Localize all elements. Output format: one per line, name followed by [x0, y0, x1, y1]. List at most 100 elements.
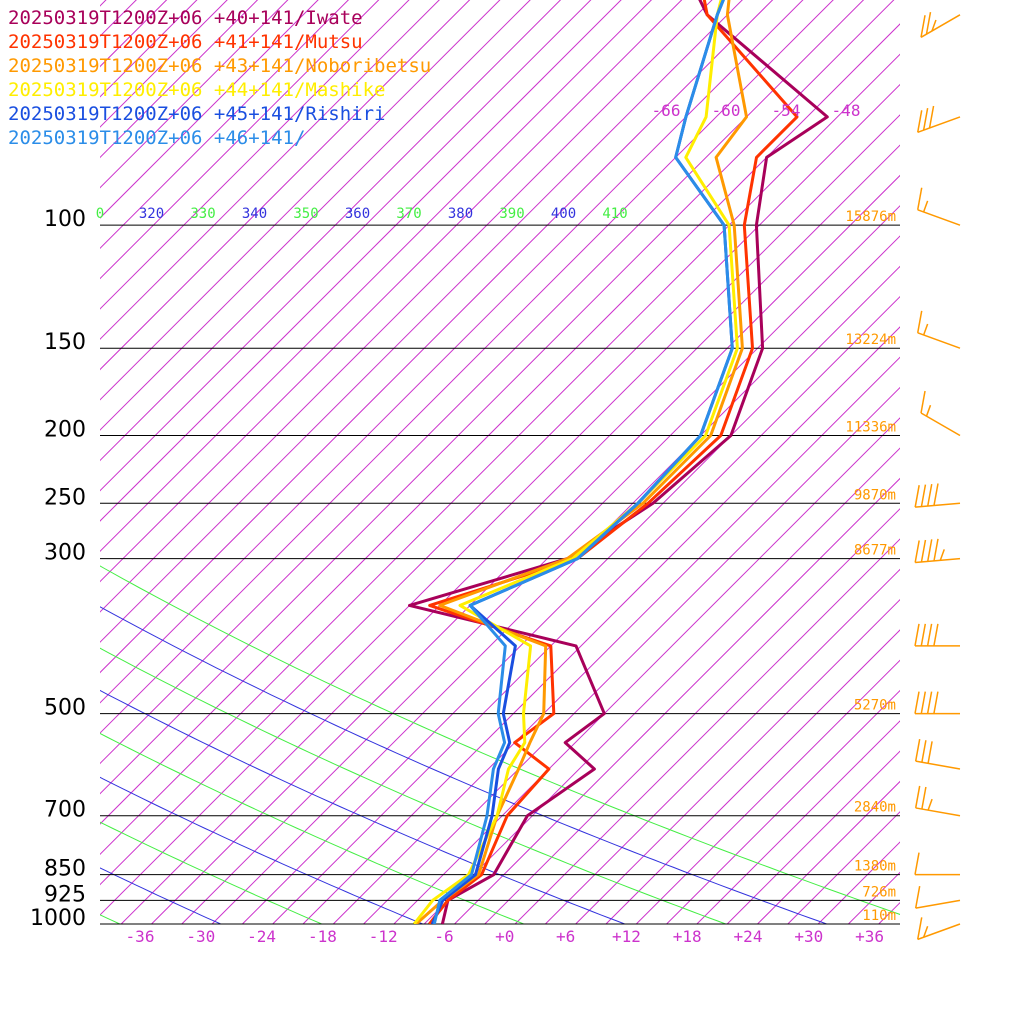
wind-barb	[914, 483, 961, 508]
legend-entry: 20250319T1200Z+06 +43+141/Noboribetsu	[8, 55, 431, 77]
isotherm-line	[666, 689, 900, 924]
isotherm-line	[100, 0, 501, 401]
pressure-label: 100	[44, 207, 86, 232]
isotherm-line	[454, 477, 900, 924]
wind-barb	[914, 852, 960, 876]
isotherm-line	[100, 0, 350, 250]
isotherm-line	[100, 0, 228, 128]
height-label: 5270m	[854, 698, 896, 714]
pressure-label: 700	[44, 798, 86, 823]
pressure-label: 500	[44, 696, 86, 721]
upper-temperature-label: -48	[832, 101, 861, 120]
height-label: 15876m	[845, 209, 896, 225]
pressure-label: 250	[44, 485, 86, 510]
isotherm-line	[100, 0, 804, 704]
wind-barb	[914, 538, 961, 564]
theta-label: 360	[345, 206, 370, 222]
isotherm-line	[878, 901, 900, 924]
isotherm-line	[817, 841, 900, 924]
temperature-tick: +12	[612, 927, 641, 946]
isotherm-line	[100, 0, 410, 310]
isotherm-line	[332, 356, 900, 924]
isotherm-line	[635, 659, 900, 924]
legend: 20250319T1200Z+06 +40+141/Iwate 20250319T…	[8, 7, 431, 149]
temperature-tick: -36	[126, 927, 155, 946]
isotherm-line	[423, 447, 900, 924]
pressure-label: 300	[44, 541, 86, 566]
temperature-tick: -6	[434, 927, 453, 946]
temperature-tick: +0	[495, 927, 514, 946]
isotherm-line	[100, 0, 562, 462]
temperature-tick: -24	[247, 927, 276, 946]
isotherm-line	[545, 568, 900, 924]
temperature-tick: -30	[186, 927, 215, 946]
isotherm-line	[100, 0, 743, 643]
pressure-label: 200	[44, 418, 86, 443]
adiabat-line	[100, 732, 524, 924]
isotherm-line	[100, 0, 531, 431]
upper-temperature-label: -66	[652, 101, 681, 120]
isotherm-line	[575, 598, 900, 924]
isotherm-line	[120, 144, 900, 924]
isotherm-line	[100, 0, 440, 340]
height-label: 8677m	[854, 543, 896, 559]
temperature-tick: -12	[369, 927, 398, 946]
upper-temperature-label: -54	[772, 101, 801, 120]
adiabat-line	[100, 867, 221, 924]
isotherm-line	[302, 326, 900, 924]
theta-label: 370	[396, 206, 421, 222]
isotherm-line	[100, 0, 471, 371]
isotherm-line	[100, 0, 713, 613]
isotherm-line	[100, 0, 895, 795]
isotherm-line	[151, 174, 900, 924]
isotherm-line	[100, 0, 834, 734]
temperature-tick: +6	[556, 927, 575, 946]
wind-barb	[914, 886, 961, 909]
isotherm-line	[100, 0, 168, 68]
theta-label: 330	[190, 206, 215, 222]
pressure-label: 150	[44, 330, 86, 355]
adiabat-line	[100, 606, 827, 924]
height-label: 2840m	[854, 800, 896, 816]
adiabat-line	[100, 565, 900, 915]
pressure-label: 1000	[30, 906, 86, 931]
theta-label: 390	[499, 206, 524, 222]
wind-barb	[916, 105, 961, 134]
pressure-label: 850	[44, 857, 86, 882]
isotherm-line	[100, 0, 865, 765]
theta-label: 350	[293, 206, 318, 222]
isotherm-line	[363, 386, 900, 924]
isotherm-line	[100, 0, 683, 583]
series-line-noboribetsu	[415, 0, 748, 924]
theta-label: 320	[139, 206, 164, 222]
legend-entry: 20250319T1200Z+06 +46+141/	[8, 127, 305, 149]
isotherm-line	[696, 720, 900, 924]
height-label: 11336m	[845, 420, 896, 436]
theta-label: 410	[602, 206, 627, 222]
wind-barb	[916, 187, 961, 226]
isotherm-line	[514, 538, 900, 924]
wind-barb	[916, 310, 961, 349]
theta-label: 340	[242, 206, 267, 222]
isotherm-line	[100, 0, 622, 522]
isotherm-line	[848, 871, 900, 924]
temperature-tick: +36	[855, 927, 884, 946]
theta-label: 380	[448, 206, 473, 222]
isotherm-line	[100, 0, 289, 189]
theta-label: 400	[551, 206, 576, 222]
isotherm-line	[181, 205, 900, 924]
temperature-tick: +24	[734, 927, 763, 946]
isotherm-line	[100, 23, 900, 825]
legend-entry: 20250319T1200Z+06 +40+141/Iwate	[8, 7, 363, 29]
height-label: 9870m	[854, 487, 896, 503]
series-line-mashike	[412, 0, 739, 924]
isotherm-line	[100, 114, 900, 916]
isotherm-line	[484, 508, 900, 924]
wind-barb	[914, 691, 960, 715]
isotherm-line	[100, 0, 259, 159]
pressure-label: 925	[44, 882, 86, 907]
series-line-iwate	[408, 0, 829, 924]
isotherm-line	[100, 0, 380, 280]
series-line-unnamed	[432, 0, 734, 924]
